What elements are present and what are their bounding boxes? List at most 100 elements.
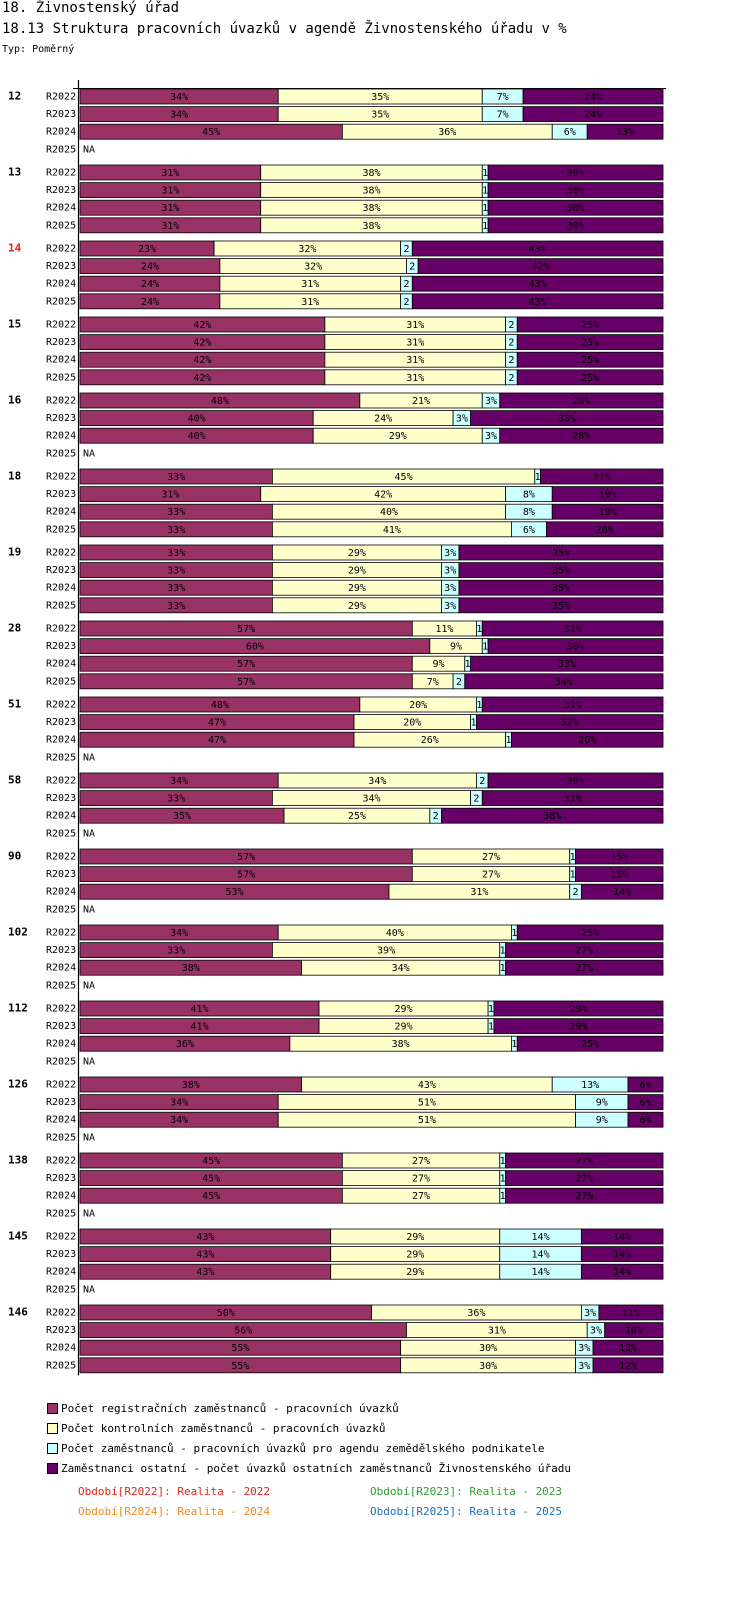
na-label: NA: [83, 904, 95, 915]
data-label: 31%: [488, 1326, 506, 1337]
data-label: 27%: [482, 852, 500, 863]
data-label: 31%: [564, 700, 582, 711]
data-label: 29%: [389, 431, 407, 442]
group-label: 138: [8, 1154, 28, 1167]
bar-segment: [417, 258, 664, 275]
data-label: 1: [482, 203, 488, 214]
bar-segment: [487, 199, 664, 216]
group-label: 18: [8, 470, 21, 483]
bar-segment: [627, 1076, 664, 1093]
data-label: 31%: [406, 320, 424, 331]
data-label: 2: [508, 338, 514, 349]
data-label: 35%: [371, 110, 389, 121]
data-label: 27%: [575, 1174, 593, 1185]
period-label: R2023: [46, 261, 76, 272]
data-label: 29%: [406, 1232, 424, 1243]
na-label: NA: [83, 980, 95, 991]
period-label: R2025: [46, 1056, 76, 1067]
period-label: R2024: [46, 431, 76, 442]
legend-label: Počet zaměstnanců - pracovních úvazků pr…: [61, 1441, 545, 1455]
data-label: 1: [570, 852, 576, 863]
stacked-bar-chart: 12 R2022 34% 35% 7% 24%R2023 34% 35% 7% 24%R2024 4…: [8, 80, 666, 1376]
bar-segment: [505, 1187, 664, 1204]
data-label: 57%: [237, 659, 255, 670]
data-label: 40%: [380, 507, 398, 518]
data-label: 14%: [613, 1250, 631, 1261]
legend-label: Počet registračních zaměstnanců - pracov…: [61, 1401, 399, 1415]
data-label: 41%: [190, 1022, 208, 1033]
data-label: 25%: [581, 320, 599, 331]
period-label: R2023: [46, 1021, 76, 1032]
period-label: R2023: [46, 109, 76, 120]
data-label: 42%: [193, 338, 211, 349]
period-label: R2024: [46, 203, 76, 214]
data-label: 24%: [584, 110, 602, 121]
bar-segment: [481, 620, 664, 637]
period-label: R2025: [46, 980, 76, 991]
period-label: R2024: [46, 1267, 76, 1278]
data-label: 1: [511, 1039, 517, 1050]
data-label: 27%: [575, 1156, 593, 1167]
period-label: R2023: [46, 945, 76, 956]
data-label: 19%: [599, 490, 617, 501]
period-label: R2022: [46, 700, 76, 711]
data-label: 56%: [234, 1326, 252, 1337]
legend-swatch: [47, 1422, 58, 1434]
data-label: 31%: [564, 624, 582, 635]
period-label: R2022: [46, 1232, 76, 1243]
data-label: 31%: [301, 279, 319, 290]
data-label: 43%: [196, 1267, 214, 1278]
data-label: 29%: [406, 1267, 424, 1278]
legend-item-agriculture: Počet zaměstnanců - pracovních úvazků pr…: [47, 1441, 544, 1455]
data-label: 14%: [613, 1267, 631, 1278]
data-label: 1: [471, 718, 477, 729]
bar-segment: [499, 427, 664, 444]
bar-segment: [592, 1339, 664, 1356]
period-label: R2024: [46, 355, 76, 366]
period-label: R2023: [46, 641, 76, 652]
data-label: 25%: [581, 373, 599, 384]
period-label: R2025: [46, 1360, 76, 1371]
data-label: 7%: [497, 110, 509, 121]
bar-segment: [487, 182, 664, 199]
data-label: 14%: [613, 1232, 631, 1243]
data-label: 9%: [433, 659, 445, 670]
data-label: 34%: [368, 776, 386, 787]
data-label: 34%: [170, 776, 188, 787]
data-label: 38%: [543, 811, 561, 822]
period-label: R2022: [46, 244, 76, 255]
data-label: 32%: [298, 244, 316, 255]
data-label: 24%: [141, 297, 159, 308]
period-r2024: Období[R2024]: Realita - 2024: [78, 1505, 271, 1518]
period-label: R2022: [46, 396, 76, 407]
data-label: 3%: [444, 601, 456, 612]
data-label: 29%: [395, 1004, 413, 1015]
data-label: 29%: [348, 601, 366, 612]
data-label: 1: [500, 1156, 506, 1167]
data-label: 15%: [610, 870, 628, 881]
data-label: 51%: [418, 1098, 436, 1109]
legend-item-other: Zaměstnanci ostatní - počet úvazků ostat…: [47, 1461, 571, 1475]
data-label: 26%: [578, 735, 596, 746]
legend-swatch: [47, 1442, 58, 1454]
group-label: 16: [8, 394, 22, 407]
data-label: 1: [482, 642, 488, 653]
period-label: R2022: [46, 1308, 76, 1319]
period-label: R2024: [46, 963, 76, 974]
data-label: 3%: [590, 1326, 602, 1337]
data-label: 34%: [170, 928, 188, 939]
data-label: 38%: [362, 168, 380, 179]
period-label: R2024: [46, 659, 76, 670]
data-label: 42%: [193, 320, 211, 331]
data-label: 25%: [581, 1039, 599, 1050]
period-label: R2023: [46, 717, 76, 728]
data-label: 1: [505, 735, 511, 746]
data-label: 29%: [348, 583, 366, 594]
na-label: NA: [83, 1284, 95, 1295]
period-label: R2024: [46, 735, 76, 746]
bar-segment: [546, 521, 664, 538]
period-label: R2022: [46, 928, 76, 939]
bar-segment: [516, 351, 664, 368]
data-label: 6%: [639, 1115, 651, 1126]
data-label: 2: [403, 279, 409, 290]
